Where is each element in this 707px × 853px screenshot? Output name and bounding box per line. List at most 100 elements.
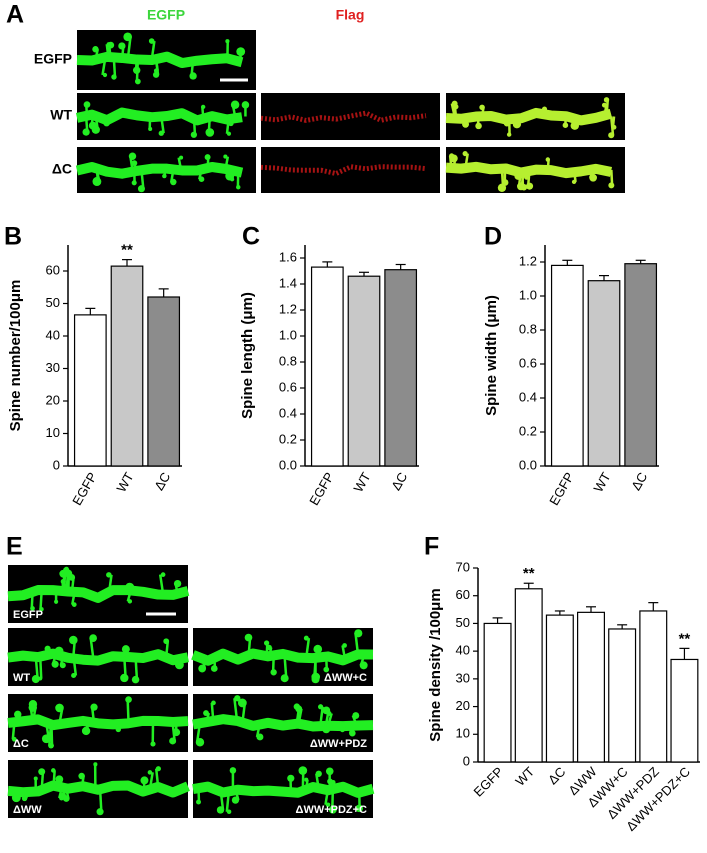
- spine-head: [96, 808, 104, 816]
- spine-head: [479, 104, 485, 111]
- spine-head: [608, 132, 615, 139]
- spine-head: [226, 131, 232, 136]
- spine-head: [216, 806, 225, 814]
- micrograph: [260, 147, 440, 193]
- panel-label: A: [6, 1, 24, 29]
- x-tick-label: EGFP: [546, 470, 577, 508]
- spine-head: [54, 646, 64, 656]
- micrograph: [445, 147, 625, 193]
- spine-head: [169, 737, 177, 745]
- image-label: ΔWW: [13, 804, 42, 816]
- spine-head: [328, 805, 337, 814]
- spine: [219, 788, 225, 811]
- spine-head: [195, 738, 205, 747]
- dendrite: [260, 110, 427, 123]
- panel-label: F: [424, 533, 439, 561]
- y-tick-label: 0.0: [279, 457, 297, 472]
- spine-head: [107, 41, 115, 49]
- spine-head: [354, 629, 363, 638]
- spine: [319, 706, 324, 724]
- spine-head: [28, 703, 37, 712]
- annotation: **: [523, 565, 535, 582]
- spine-head: [449, 153, 455, 159]
- spine-head: [287, 774, 295, 782]
- spine-head: [55, 703, 64, 713]
- bar: [639, 610, 668, 763]
- y-axis-title: Spine number/100μm: [7, 280, 24, 432]
- spine-head: [33, 776, 38, 781]
- spine-head: [313, 644, 323, 654]
- spine-head: [140, 776, 149, 785]
- spine-head: [506, 132, 512, 137]
- annotation: **: [121, 242, 133, 259]
- spine-head: [200, 104, 206, 110]
- spine-head: [315, 770, 322, 777]
- spine-head: [225, 39, 230, 44]
- spine-head: [512, 120, 522, 129]
- spine-head: [211, 700, 216, 706]
- y-tick-label: 70: [456, 559, 470, 574]
- spine-head: [68, 573, 76, 581]
- bar: [670, 658, 699, 763]
- bar: [545, 614, 574, 763]
- panel-label: D: [484, 223, 502, 251]
- spine-head: [517, 182, 525, 191]
- x-tick-label: ΔC: [628, 470, 650, 493]
- spine-head: [198, 176, 205, 183]
- spine-head: [153, 68, 159, 74]
- spine-head: [339, 726, 346, 733]
- spine: [11, 722, 16, 740]
- spine: [72, 656, 78, 676]
- spine: [605, 99, 610, 117]
- dendrite: [445, 107, 613, 126]
- spine-head: [170, 178, 177, 186]
- spine-head: [189, 72, 197, 80]
- spine-head: [228, 120, 234, 127]
- spine: [126, 36, 132, 61]
- spine: [341, 645, 346, 658]
- spine-head: [59, 795, 65, 801]
- spine-head: [59, 662, 66, 669]
- spine-head: [198, 664, 207, 673]
- spine-head: [234, 695, 241, 702]
- spine-head: [127, 599, 133, 604]
- spine: [192, 116, 197, 135]
- spine-head: [562, 122, 569, 128]
- spine: [572, 169, 577, 183]
- spine-head: [38, 768, 46, 776]
- y-tick-label: 30: [456, 670, 470, 685]
- y-tick-label: 0.6: [519, 355, 537, 370]
- spine-head: [134, 78, 141, 85]
- spine-head: [226, 809, 232, 815]
- spine-head: [148, 126, 153, 131]
- spine-head: [304, 777, 309, 782]
- spine-head: [121, 645, 130, 654]
- bar: [608, 628, 637, 763]
- spine-head: [78, 772, 85, 780]
- spine: [39, 593, 43, 610]
- spine-head: [462, 120, 470, 128]
- y-tick-label: 60: [456, 587, 470, 602]
- y-tick-label: 0: [463, 753, 470, 768]
- spine: [154, 768, 160, 790]
- y-tick-label: 60: [46, 262, 60, 277]
- spine-head: [237, 698, 247, 708]
- spine: [105, 44, 110, 61]
- bar: [624, 263, 658, 467]
- bar: [147, 296, 181, 467]
- dendrite: [75, 107, 243, 126]
- x-tick-label: ΔC: [388, 470, 410, 493]
- y-tick-label: 1.0: [279, 327, 297, 342]
- spine-head: [270, 669, 277, 676]
- spine: [50, 722, 54, 746]
- bar: [550, 264, 584, 467]
- y-tick-label: 10: [456, 726, 470, 741]
- spine: [148, 116, 152, 130]
- spine-head: [244, 633, 253, 642]
- spine-head: [325, 767, 334, 776]
- y-tick-label: 40: [456, 643, 470, 658]
- spine-head: [236, 185, 241, 190]
- y-tick-label: 1.4: [279, 275, 297, 290]
- y-tick-label: 1.2: [279, 301, 297, 316]
